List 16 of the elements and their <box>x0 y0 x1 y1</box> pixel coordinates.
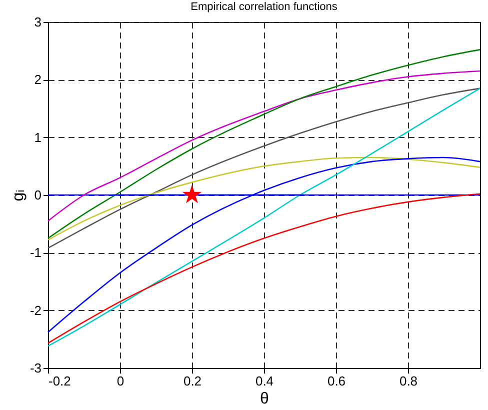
y-axis-title: gᵢ <box>10 190 27 202</box>
x-tick-label: 0.2 <box>183 374 202 388</box>
chart-title: Empirical correlation functions <box>190 1 338 13</box>
x-tick-label: 0.8 <box>399 374 418 388</box>
y-tick-label: 1 <box>34 130 42 145</box>
y-tick-label: 2 <box>34 72 42 88</box>
y-tick-label: -3 <box>30 360 42 376</box>
x-tick-label: -0.2 <box>48 374 71 388</box>
x-tick-label: 0.4 <box>255 374 274 388</box>
y-tick-label: -1 <box>30 245 42 260</box>
y-tick-label: -2 <box>30 302 42 318</box>
x-axis-title: θ <box>260 390 270 408</box>
y-tick-label: 0 <box>34 188 42 202</box>
x-tick-label: 0 <box>116 374 124 388</box>
x-tick-label: 0.6 <box>327 374 346 388</box>
y-tick-label: 3 <box>34 14 42 30</box>
